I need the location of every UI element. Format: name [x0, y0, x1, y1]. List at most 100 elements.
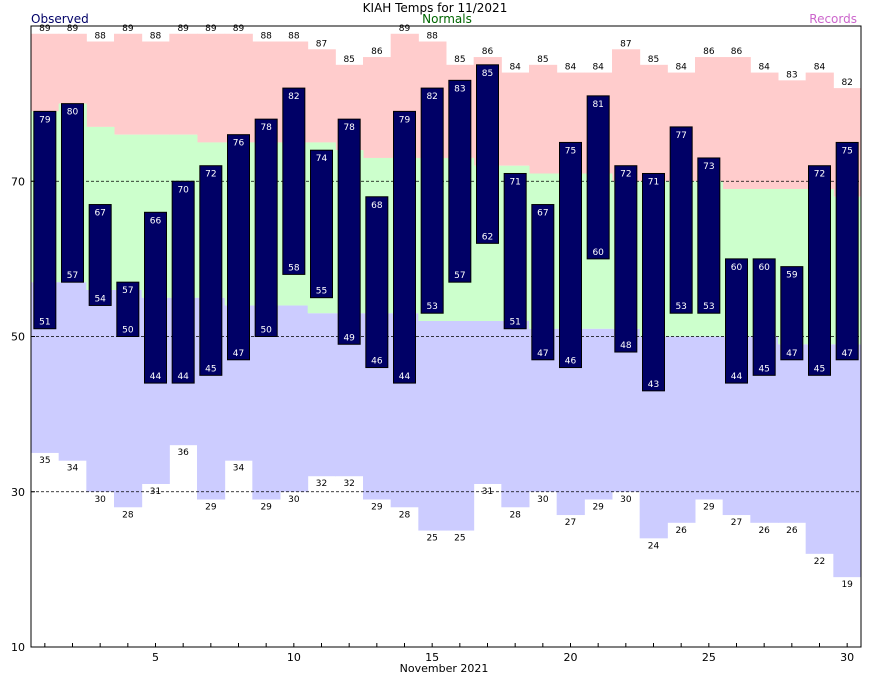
record-high-label-day-16: 85	[454, 55, 465, 65]
observed-low-label-day-10: 58	[288, 263, 300, 273]
record-high-band-day-23	[639, 64, 668, 182]
record-low-band-day-18	[501, 320, 530, 508]
record-high-band-day-6	[169, 33, 198, 135]
record-low-band-day-3	[86, 289, 115, 492]
observed-bar-day-23	[642, 172, 665, 392]
record-high-band-day-1	[31, 33, 60, 112]
observed-bar-day-1	[33, 110, 57, 330]
record-low-band-day-15	[418, 320, 447, 531]
observed-high-label-day-12: 78	[343, 123, 355, 133]
y-tick-label-10: 10	[11, 641, 25, 654]
record-low-label-day-19: 30	[537, 495, 549, 505]
record-low-label-day-7: 29	[205, 503, 217, 513]
observed-bar-day-12	[337, 118, 361, 345]
legend-normals: Normals	[422, 12, 472, 26]
observed-low-label-day-23: 43	[648, 380, 659, 390]
x-tick-label-25: 25	[702, 651, 716, 664]
record-high-band-day-13	[363, 57, 392, 158]
observed-bar-day-5	[144, 211, 167, 384]
record-high-label-day-4: 89	[122, 24, 134, 34]
observed-high-label-day-24: 77	[675, 131, 686, 141]
record-high-label-day-20: 84	[565, 63, 577, 73]
record-low-band-day-29	[805, 344, 834, 554]
record-low-band-day-22	[612, 328, 641, 492]
record-low-band-day-17	[473, 320, 502, 484]
observed-high-label-day-26: 60	[731, 263, 743, 273]
record-low-label-day-26: 27	[731, 518, 742, 528]
record-high-label-day-18: 84	[509, 63, 521, 73]
observed-low-label-day-28: 47	[786, 349, 797, 359]
record-low-label-day-11: 32	[316, 479, 327, 489]
observed-bar-day-9	[254, 118, 278, 338]
observed-low-label-day-29: 45	[814, 364, 825, 374]
observed-low-label-day-26: 44	[731, 372, 743, 382]
observed-low-label-day-15: 53	[426, 302, 437, 312]
observed-bar-day-16	[448, 79, 472, 283]
record-high-label-day-3: 88	[94, 32, 106, 42]
record-high-label-day-17: 86	[482, 47, 494, 57]
record-low-label-day-3: 30	[94, 495, 106, 505]
observed-low-label-day-6: 44	[177, 372, 189, 382]
observed-low-label-day-22: 48	[620, 341, 632, 351]
observed-low-label-day-2: 57	[67, 271, 78, 281]
record-high-label-day-9: 88	[260, 32, 272, 42]
record-high-label-day-15: 88	[426, 32, 438, 42]
record-low-label-day-14: 28	[399, 510, 411, 520]
observed-bar-day-30	[835, 141, 859, 361]
observed-high-label-day-20: 75	[565, 146, 576, 156]
observed-high-label-day-28: 59	[786, 271, 798, 281]
observed-bar-day-14	[393, 110, 416, 384]
observed-bar-day-3	[88, 204, 112, 306]
record-high-label-day-22: 87	[620, 39, 631, 49]
record-high-band-day-5	[141, 41, 170, 135]
record-high-label-day-1: 89	[39, 24, 51, 34]
record-high-label-day-27: 84	[758, 63, 770, 73]
observed-high-label-day-19: 67	[537, 209, 548, 219]
observed-high-label-day-23: 71	[648, 177, 659, 187]
observed-bar-day-25	[697, 157, 721, 314]
record-high-label-day-12: 85	[343, 55, 354, 65]
observed-high-label-day-27: 60	[758, 263, 770, 273]
record-low-label-day-29: 22	[814, 557, 825, 567]
observed-low-label-day-30: 47	[841, 349, 852, 359]
observed-high-label-day-3: 67	[94, 209, 105, 219]
record-high-band-day-2	[58, 33, 87, 104]
observed-low-label-day-25: 53	[703, 302, 714, 312]
observed-low-label-day-17: 62	[482, 232, 493, 242]
observed-high-label-day-8: 76	[233, 139, 245, 149]
observed-low-label-day-20: 46	[565, 357, 577, 367]
observed-high-label-day-21: 81	[592, 100, 603, 110]
observed-low-label-day-21: 60	[592, 248, 604, 258]
observed-low-label-day-7: 45	[205, 364, 216, 374]
x-tick-label-20: 20	[564, 651, 578, 664]
observed-high-label-day-6: 70	[177, 185, 189, 195]
record-low-band-day-11	[307, 313, 336, 477]
y-tick-label-50: 50	[11, 331, 25, 344]
record-high-band-day-26	[722, 57, 751, 190]
record-low-label-day-1: 35	[39, 456, 50, 466]
observed-low-label-day-16: 57	[454, 271, 465, 281]
record-high-label-day-30: 82	[841, 78, 852, 88]
observed-low-label-day-9: 50	[260, 326, 272, 336]
observed-high-label-day-16: 83	[454, 84, 465, 94]
record-low-label-day-13: 29	[371, 503, 383, 513]
x-tick-label-5: 5	[152, 651, 159, 664]
record-low-band-day-2	[58, 282, 87, 461]
observed-low-label-day-1: 51	[39, 318, 50, 328]
observed-low-label-day-11: 55	[316, 287, 327, 297]
observed-low-label-day-18: 51	[509, 318, 520, 328]
observed-bar-day-22	[614, 165, 638, 353]
record-low-label-day-12: 32	[343, 479, 354, 489]
record-high-label-day-29: 84	[814, 63, 826, 73]
y-tick-label-30: 30	[11, 486, 25, 499]
observed-bar-day-20	[559, 141, 582, 369]
record-high-label-day-19: 85	[537, 55, 548, 65]
record-low-label-day-24: 26	[675, 526, 687, 536]
record-high-label-day-14: 89	[399, 24, 411, 34]
record-low-label-day-16: 25	[454, 534, 465, 544]
observed-high-label-day-2: 80	[67, 108, 79, 118]
record-high-label-day-10: 88	[288, 32, 300, 42]
record-low-label-day-25: 29	[703, 503, 715, 513]
observed-high-label-day-13: 68	[371, 201, 383, 211]
